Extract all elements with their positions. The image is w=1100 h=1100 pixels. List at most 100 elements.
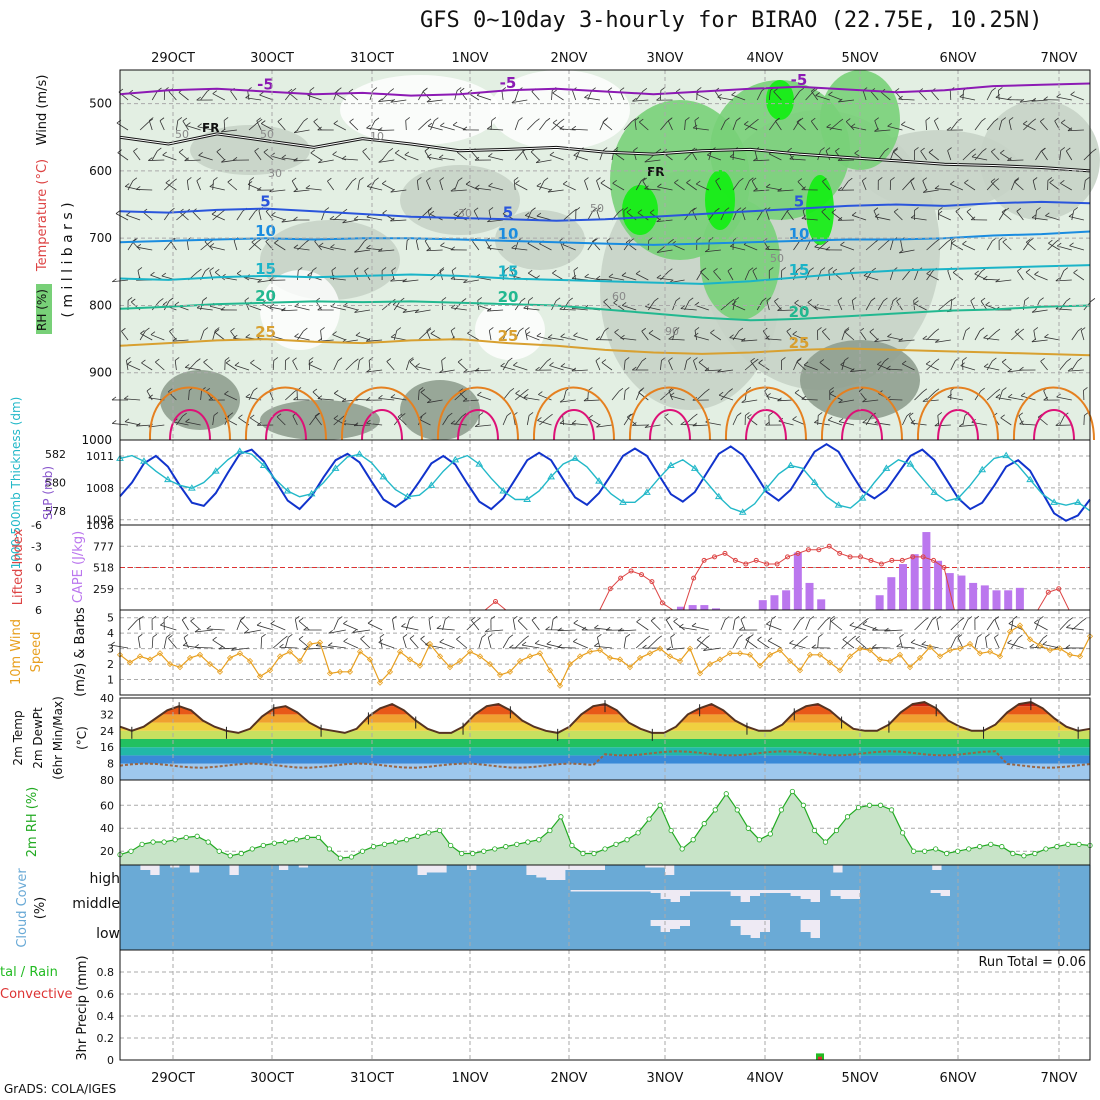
wind-barb	[971, 153, 977, 158]
wind-barb	[140, 330, 145, 334]
wind-barb	[872, 644, 877, 648]
wind-barb	[994, 619, 1000, 631]
wind-barb	[1007, 639, 1012, 644]
wind-barb	[559, 128, 576, 131]
wind-barb	[781, 357, 786, 361]
wind-barb	[506, 327, 512, 331]
wind-barb	[974, 615, 980, 620]
wind-barb	[627, 413, 632, 418]
wind-barb	[1068, 216, 1084, 221]
thickness-marker	[331, 464, 340, 471]
wind-speed-marker	[1056, 645, 1064, 652]
cloud-cell	[720, 920, 731, 950]
wind-barb	[692, 422, 698, 427]
cloud-cell	[260, 920, 271, 950]
wind-barb	[910, 177, 915, 182]
wind-barb	[840, 364, 855, 371]
wind-barb	[635, 360, 643, 371]
wind-barb	[124, 421, 141, 426]
wind-barb	[606, 240, 613, 251]
wind-barb	[710, 329, 715, 334]
wind-barb	[381, 91, 391, 101]
wind-barb	[884, 147, 889, 152]
top-x-tick-label: 6NOV	[940, 51, 977, 66]
isotherm-label: 5	[503, 203, 513, 221]
wind-barb	[439, 177, 445, 181]
rh2m-marker	[238, 850, 244, 857]
bottom-x-tick-label: 3NOV	[647, 1071, 684, 1086]
cloud-cell	[670, 902, 681, 920]
wind-speed-marker	[916, 654, 924, 661]
wind-barb	[1035, 637, 1044, 649]
lifted-index-marker	[712, 554, 718, 560]
wind-barb	[840, 244, 855, 251]
cloud-cell	[525, 875, 537, 890]
wind-barb	[439, 369, 455, 374]
wind-barb	[133, 151, 141, 161]
wind-barb	[714, 90, 722, 101]
wind-speed-marker	[296, 657, 304, 665]
wind-barb	[962, 357, 967, 361]
wind-speed-marker	[206, 661, 214, 668]
cloud-cell	[506, 865, 517, 890]
slp-tick-label: 1005	[86, 514, 114, 527]
wind-barb	[293, 247, 310, 251]
wind-barb	[127, 180, 134, 191]
lifted-index-marker	[639, 572, 645, 578]
wind-barb	[1008, 623, 1024, 631]
wind-barb	[686, 179, 691, 183]
wind-barb	[317, 395, 323, 399]
wind-barb	[310, 152, 322, 161]
cloud-cell	[480, 920, 491, 950]
wind-barb	[777, 307, 782, 311]
wind-barb	[404, 154, 419, 161]
wind-barb	[474, 367, 480, 372]
wind-barb	[830, 618, 836, 622]
wind-barb	[487, 219, 504, 223]
wind-barb	[426, 327, 431, 331]
wind-barb	[354, 309, 371, 313]
cloud-cell	[210, 920, 221, 950]
wind-barb	[465, 180, 471, 185]
wind-barb	[959, 424, 976, 427]
wind-barb	[974, 390, 982, 401]
wind-barb	[820, 147, 825, 151]
wind-barb	[639, 121, 649, 131]
wind-barb	[196, 177, 202, 181]
cape-bar	[1015, 587, 1024, 610]
wind-barb	[179, 211, 189, 221]
wind-barb	[571, 275, 577, 279]
wind-barb	[138, 633, 143, 638]
wind-barb	[525, 334, 540, 341]
wind-barb	[925, 117, 931, 121]
cloud-cell	[550, 890, 561, 920]
wind-barb	[1044, 333, 1049, 338]
thickness-marker	[235, 447, 244, 454]
wind-barb	[174, 357, 180, 361]
wind-barb	[405, 360, 410, 371]
wind-barb	[261, 120, 266, 124]
wind-barb	[983, 275, 988, 280]
wind-barb	[378, 397, 395, 401]
wind-barb	[1019, 328, 1025, 333]
cloud-cell	[793, 865, 804, 890]
wind-barb	[947, 298, 953, 303]
wind-barb	[1060, 147, 1066, 151]
thickness-marker	[834, 501, 843, 508]
wind-barb	[366, 244, 371, 249]
wind-barb	[1070, 94, 1085, 101]
wind-barb	[552, 92, 564, 101]
wind-barb	[372, 87, 378, 91]
wind-speed-marker	[886, 657, 894, 665]
rh2m-marker	[205, 839, 211, 845]
lifted-index-marker	[722, 550, 728, 556]
cloud-cell	[298, 867, 309, 890]
wind-barb	[450, 187, 456, 192]
wind-speed-marker	[706, 661, 714, 668]
wind-barb	[426, 98, 432, 103]
isotherm-30-line	[937, 409, 979, 441]
wind-barb	[145, 327, 150, 332]
wind-barb	[515, 183, 528, 191]
wind-barb	[692, 124, 698, 129]
wind-barb	[261, 123, 274, 131]
